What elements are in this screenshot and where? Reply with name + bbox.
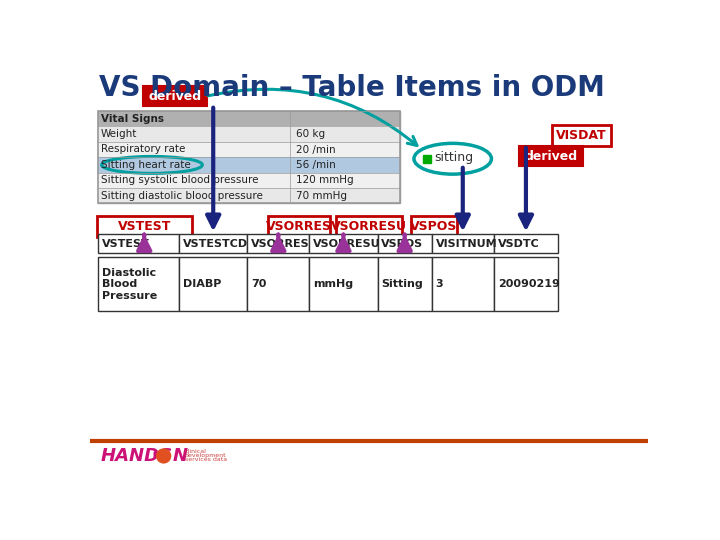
FancyBboxPatch shape	[98, 111, 400, 126]
FancyBboxPatch shape	[494, 234, 558, 253]
FancyArrowPatch shape	[208, 89, 417, 145]
Text: 120 mmHg: 120 mmHg	[296, 176, 354, 185]
FancyBboxPatch shape	[98, 157, 400, 173]
Text: Weight: Weight	[101, 129, 138, 139]
FancyBboxPatch shape	[248, 257, 310, 311]
Text: Vital Signs: Vital Signs	[101, 114, 164, 124]
FancyBboxPatch shape	[552, 125, 611, 146]
Text: VISDAT: VISDAT	[556, 129, 607, 142]
FancyBboxPatch shape	[377, 257, 432, 311]
Text: VSTESTCD: VSTESTCD	[183, 239, 248, 249]
Text: Sitting heart rate: Sitting heart rate	[101, 160, 191, 170]
Text: VSTEST: VSTEST	[117, 220, 171, 233]
FancyBboxPatch shape	[336, 217, 402, 237]
Text: development: development	[184, 453, 226, 458]
FancyBboxPatch shape	[269, 217, 330, 237]
Bar	[423, 155, 431, 163]
FancyBboxPatch shape	[432, 257, 494, 311]
Text: 60 kg: 60 kg	[296, 129, 325, 139]
Text: derived: derived	[149, 90, 202, 103]
FancyBboxPatch shape	[179, 257, 248, 311]
Text: VSORRESU: VSORRESU	[313, 239, 381, 249]
FancyBboxPatch shape	[98, 188, 400, 204]
Text: clinical: clinical	[184, 449, 207, 454]
Text: VSORRESU: VSORRESU	[331, 220, 407, 233]
FancyBboxPatch shape	[98, 257, 179, 311]
Text: VSPOS: VSPOS	[410, 220, 458, 233]
FancyBboxPatch shape	[98, 234, 179, 253]
FancyBboxPatch shape	[519, 146, 583, 166]
Text: Diastolic
Blood
Pressure: Diastolic Blood Pressure	[102, 268, 157, 301]
FancyBboxPatch shape	[310, 234, 377, 253]
Text: 20090219: 20090219	[498, 279, 559, 289]
FancyBboxPatch shape	[377, 234, 432, 253]
Text: HANDS: HANDS	[101, 447, 173, 465]
Text: 70 mmHg: 70 mmHg	[296, 191, 347, 201]
FancyBboxPatch shape	[98, 173, 400, 188]
Text: VSTEST: VSTEST	[102, 239, 149, 249]
Text: VSDTC: VSDTC	[498, 239, 539, 249]
FancyBboxPatch shape	[310, 257, 377, 311]
Text: Sitting diastolic blood pressure: Sitting diastolic blood pressure	[101, 191, 263, 201]
Text: ·: ·	[150, 444, 160, 468]
Circle shape	[157, 449, 171, 463]
Text: VS Domain – Table Items in ODM: VS Domain – Table Items in ODM	[99, 74, 606, 102]
FancyBboxPatch shape	[494, 257, 558, 311]
Text: N: N	[172, 447, 187, 465]
Text: VISITNUM: VISITNUM	[436, 239, 498, 249]
FancyBboxPatch shape	[411, 217, 457, 237]
Text: 56 /min: 56 /min	[296, 160, 336, 170]
FancyBboxPatch shape	[248, 234, 310, 253]
Text: Sitting systolic blood pressure: Sitting systolic blood pressure	[101, 176, 258, 185]
FancyBboxPatch shape	[98, 111, 400, 204]
Text: VSORRES: VSORRES	[266, 220, 332, 233]
Text: 70: 70	[251, 279, 266, 289]
FancyBboxPatch shape	[143, 86, 207, 106]
Text: services data: services data	[184, 456, 227, 462]
Text: derived: derived	[525, 150, 577, 163]
FancyBboxPatch shape	[179, 234, 248, 253]
Text: Sitting: Sitting	[382, 279, 423, 289]
FancyBboxPatch shape	[98, 126, 400, 142]
Text: VSPOS: VSPOS	[382, 239, 423, 249]
Text: 20 /min: 20 /min	[296, 145, 336, 154]
FancyBboxPatch shape	[98, 142, 400, 157]
Text: mmHg: mmHg	[313, 279, 354, 289]
Text: DIABP: DIABP	[183, 279, 221, 289]
Text: VSORRES: VSORRES	[251, 239, 310, 249]
FancyBboxPatch shape	[432, 234, 494, 253]
Text: sitting: sitting	[434, 151, 473, 165]
Text: 3: 3	[436, 279, 444, 289]
Text: Respiratory rate: Respiratory rate	[101, 145, 185, 154]
FancyBboxPatch shape	[97, 217, 192, 237]
